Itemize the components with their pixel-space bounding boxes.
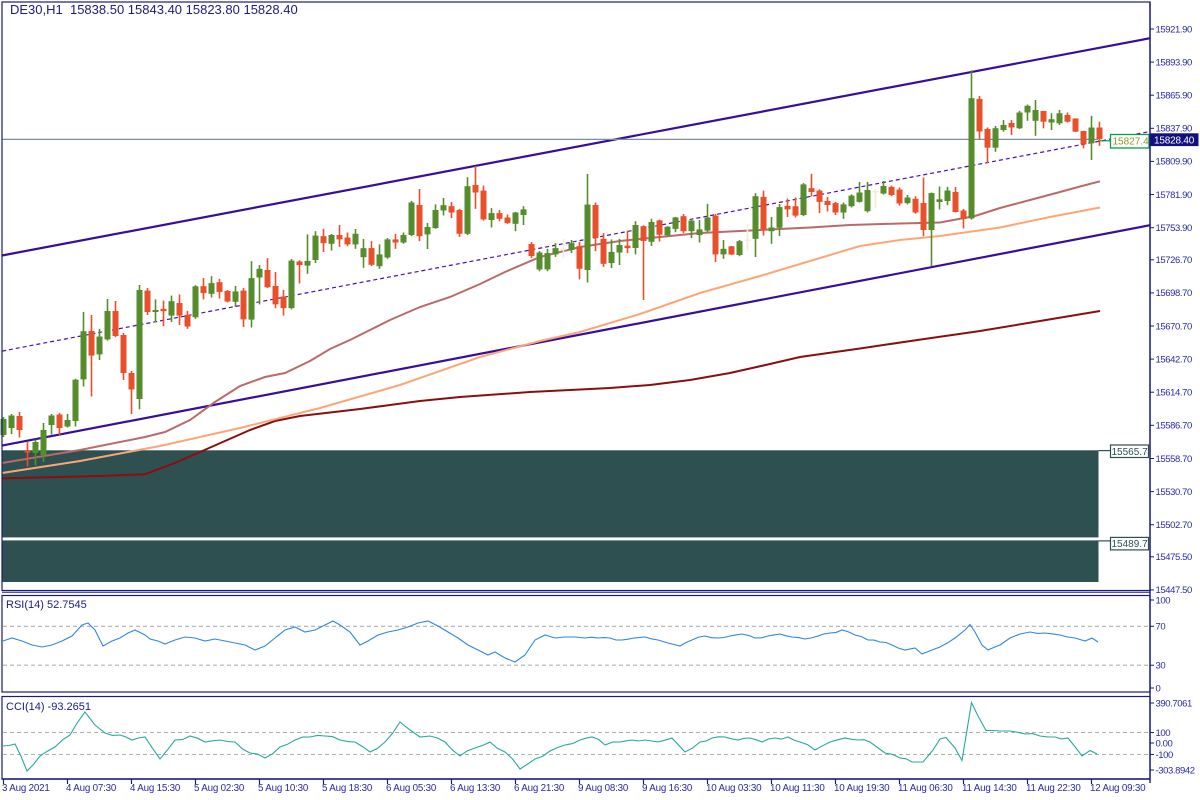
svg-text:RSI(14) 52.7545: RSI(14) 52.7545 [6,599,87,611]
svg-text:0.00: 0.00 [1156,738,1173,749]
svg-text:15447.50: 15447.50 [1156,585,1193,596]
svg-text:3 Aug 2021: 3 Aug 2021 [2,783,50,794]
svg-text:15781.90: 15781.90 [1156,190,1193,201]
svg-text:15558.70: 15558.70 [1156,454,1193,465]
svg-text:15698.70: 15698.70 [1156,288,1193,299]
svg-text:4 Aug 15:30: 4 Aug 15:30 [130,783,181,794]
svg-text:15489.7: 15489.7 [1112,539,1149,550]
svg-text:100: 100 [1156,595,1171,606]
svg-text:10 Aug 11:30: 10 Aug 11:30 [770,783,825,794]
svg-text:-100: -100 [1156,750,1174,761]
svg-text:100: 100 [1156,728,1171,739]
svg-text:15614.70: 15614.70 [1156,388,1193,399]
svg-text:15586.70: 15586.70 [1156,421,1193,432]
svg-text:0: 0 [1156,683,1161,694]
svg-text:15642.70: 15642.70 [1156,354,1193,365]
svg-text:6 Aug 13:30: 6 Aug 13:30 [450,783,501,794]
svg-text:6 Aug 21:30: 6 Aug 21:30 [514,783,565,794]
svg-text:-303.8942: -303.8942 [1156,765,1195,776]
svg-text:10 Aug 03:30: 10 Aug 03:30 [706,783,762,794]
svg-text:15502.70: 15502.70 [1156,520,1193,531]
svg-text:15827.4: 15827.4 [1113,137,1150,148]
svg-text:70: 70 [1156,622,1166,633]
svg-text:DE30,H1 15838.50 15843.40 158: DE30,H1 15838.50 15843.40 15823.80 15828… [10,2,298,17]
svg-text:15475.50: 15475.50 [1156,552,1193,563]
svg-text:12 Aug 09:30: 12 Aug 09:30 [1090,783,1146,794]
svg-text:15565.7: 15565.7 [1112,447,1149,458]
svg-text:15865.90: 15865.90 [1156,91,1193,102]
svg-text:15837.90: 15837.90 [1156,124,1193,135]
svg-text:11 Aug 06:30: 11 Aug 06:30 [898,783,953,794]
svg-text:15921.90: 15921.90 [1156,24,1193,35]
svg-text:9 Aug 08:30: 9 Aug 08:30 [578,783,629,794]
svg-text:15893.90: 15893.90 [1156,57,1193,68]
svg-text:4 Aug 07:30: 4 Aug 07:30 [66,783,117,794]
svg-text:30: 30 [1156,661,1166,672]
svg-text:CCI(14) -93.2651: CCI(14) -93.2651 [6,701,91,713]
svg-text:15753.90: 15753.90 [1156,223,1193,234]
svg-text:11 Aug 14:30: 11 Aug 14:30 [962,783,1017,794]
svg-text:6 Aug 05:30: 6 Aug 05:30 [386,783,437,794]
svg-text:15828.40: 15828.40 [1154,136,1195,147]
svg-text:15670.70: 15670.70 [1156,321,1193,332]
svg-text:15726.70: 15726.70 [1156,255,1193,266]
svg-text:15809.90: 15809.90 [1156,157,1193,168]
svg-text:9 Aug 16:30: 9 Aug 16:30 [642,783,693,794]
svg-text:5 Aug 18:30: 5 Aug 18:30 [322,783,373,794]
svg-text:11 Aug 22:30: 11 Aug 22:30 [1026,783,1081,794]
svg-text:390.7061: 390.7061 [1156,698,1193,709]
svg-text:10 Aug 19:30: 10 Aug 19:30 [834,783,890,794]
svg-text:5 Aug 02:30: 5 Aug 02:30 [194,783,245,794]
svg-text:15530.70: 15530.70 [1156,487,1193,498]
svg-text:5 Aug 10:30: 5 Aug 10:30 [258,783,309,794]
